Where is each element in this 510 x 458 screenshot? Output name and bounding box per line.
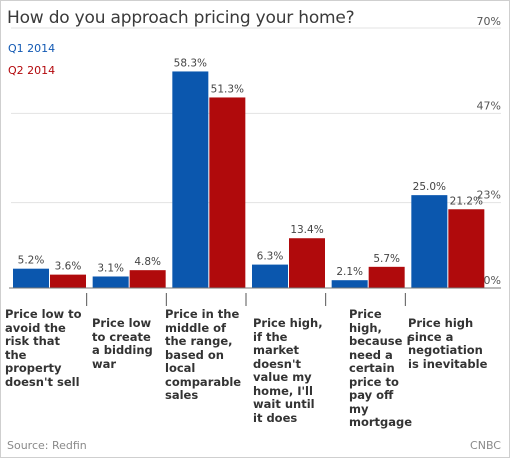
bar-q1 bbox=[252, 264, 288, 288]
chart-title: How do you approach pricing your home? bbox=[7, 8, 355, 28]
category-label: Price in the middle of the range, based … bbox=[165, 307, 242, 402]
legend-q2: Q2 2014 bbox=[8, 64, 56, 77]
bar-q2 bbox=[50, 274, 86, 288]
bar-q1 bbox=[331, 280, 368, 288]
data-label: 3.1% bbox=[97, 262, 124, 274]
data-label: 2.1% bbox=[336, 266, 363, 278]
bar-q2 bbox=[209, 97, 246, 288]
data-label: 5.7% bbox=[373, 253, 400, 265]
data-label: 6.3% bbox=[257, 251, 284, 263]
data-label: 5.2% bbox=[18, 255, 45, 267]
bar-q1 bbox=[411, 195, 448, 288]
category-label: Price low to avoid the risk that the pro… bbox=[5, 307, 82, 389]
category-label: Price high since a negotiation is inevit… bbox=[408, 316, 488, 371]
category-label: Price low to create a bidding war bbox=[92, 316, 153, 371]
y-tick-label: 47% bbox=[477, 99, 501, 112]
y-tick-label: 23% bbox=[477, 189, 501, 202]
bar-q1 bbox=[13, 268, 49, 288]
bar-q1 bbox=[92, 276, 129, 288]
y-tick-label: 0% bbox=[484, 274, 501, 287]
data-label: 25.0% bbox=[413, 181, 446, 193]
data-label: 13.4% bbox=[290, 224, 323, 236]
bar-q2 bbox=[289, 238, 325, 288]
bar-q1 bbox=[172, 71, 209, 288]
bar-q2 bbox=[129, 270, 166, 288]
bar-q2 bbox=[368, 266, 405, 288]
brand-label: CNBC bbox=[470, 439, 501, 452]
source-note: Source: Redfin bbox=[7, 439, 87, 452]
bar-q2 bbox=[448, 209, 485, 288]
y-tick-label: 70% bbox=[477, 15, 501, 28]
data-label: 4.8% bbox=[134, 256, 161, 268]
category-label: Price high, if the market doesn't value … bbox=[253, 316, 323, 425]
data-label: 58.3% bbox=[174, 57, 207, 69]
data-label: 21.2% bbox=[450, 195, 483, 207]
data-label: 51.3% bbox=[211, 83, 244, 95]
category-label: Price high, because I need a certain pri… bbox=[349, 307, 413, 429]
legend-q1: Q1 2014 bbox=[8, 42, 56, 55]
data-label: 3.6% bbox=[55, 261, 82, 273]
